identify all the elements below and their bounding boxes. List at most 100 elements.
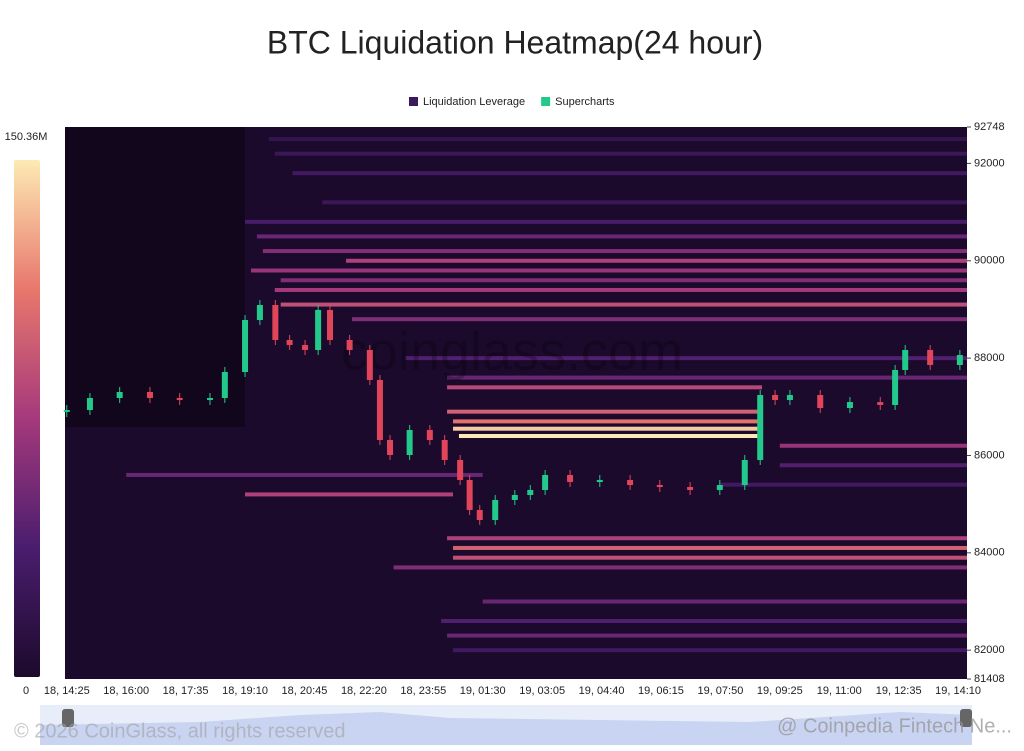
candle xyxy=(687,487,694,490)
candle xyxy=(956,355,963,365)
x-tick-label: 19, 07:50 xyxy=(697,685,743,697)
liquidation-band xyxy=(393,565,967,570)
x-tick-label: 18, 23:55 xyxy=(400,685,446,697)
x-tick-label: 19, 11:00 xyxy=(817,685,862,697)
candle xyxy=(567,474,574,483)
candle xyxy=(242,320,249,372)
candle xyxy=(757,395,764,461)
legend-label: Liquidation Leverage xyxy=(423,96,525,108)
x-tick-label: 19, 09:25 xyxy=(757,685,803,697)
candle xyxy=(376,379,383,440)
legend-swatch xyxy=(541,97,551,106)
liquidation-band xyxy=(256,234,967,239)
liquidation-band xyxy=(262,249,967,254)
liquidation-band xyxy=(274,287,967,292)
plot-shade xyxy=(65,127,245,427)
legend-swatch xyxy=(409,97,418,106)
candle xyxy=(86,397,93,411)
liquidation-band xyxy=(280,278,967,283)
liquidation-band xyxy=(453,426,762,431)
liquidation-band xyxy=(292,171,967,176)
candle xyxy=(511,495,518,500)
y-tick-label: 92748 xyxy=(974,121,1005,133)
colorbar-min-label: 0 xyxy=(23,685,29,697)
y-tick-label: 84000 xyxy=(974,547,1005,559)
liquidation-band xyxy=(453,545,967,550)
liquidation-band xyxy=(441,618,967,623)
x-tick-label: 18, 16:00 xyxy=(103,685,149,697)
liquidation-band xyxy=(779,463,967,468)
navigator-area xyxy=(40,712,972,745)
candle xyxy=(492,499,499,520)
candle xyxy=(927,349,934,365)
candle xyxy=(476,509,483,520)
candle xyxy=(846,402,853,409)
candle xyxy=(387,439,394,455)
liquidation-band xyxy=(482,599,967,604)
candle xyxy=(892,369,899,405)
legend-label: Supercharts xyxy=(555,96,615,108)
watermark: coinglass.com xyxy=(341,321,683,381)
x-tick-label: 19, 04:40 xyxy=(579,685,625,697)
candle xyxy=(772,395,779,400)
liquidation-band xyxy=(720,482,967,487)
candle xyxy=(817,395,824,409)
y-tick-label: 82000 xyxy=(974,644,1005,656)
footer: © 2026 CoinGlass, all rights reserved xyxy=(14,720,346,742)
candle xyxy=(302,344,309,350)
liquidation-band xyxy=(447,375,967,380)
y-tick-label: 90000 xyxy=(974,255,1005,267)
candle xyxy=(146,391,153,398)
x-tick-label: 18, 19:10 xyxy=(222,685,268,697)
candle xyxy=(741,460,748,486)
y-tick-label: 81408 xyxy=(974,673,1005,685)
candle xyxy=(366,349,373,380)
x-tick-label: 18, 22:20 xyxy=(341,685,387,697)
x-tick-label: 19, 12:35 xyxy=(876,685,922,697)
candle xyxy=(527,489,534,495)
candle xyxy=(116,391,123,398)
liquidation-band xyxy=(453,648,967,653)
liquidation-band xyxy=(779,443,967,448)
colorbar xyxy=(14,160,40,677)
candle xyxy=(327,309,334,341)
liquidation-band xyxy=(405,356,967,361)
candle xyxy=(176,397,183,400)
candle xyxy=(406,430,413,455)
liquidation-band xyxy=(280,302,967,307)
y-tick-label: 92000 xyxy=(974,157,1005,169)
liquidation-band xyxy=(126,472,483,477)
liquidation-band xyxy=(453,555,967,560)
candle xyxy=(627,480,634,486)
candle xyxy=(346,340,353,350)
candle xyxy=(315,309,322,350)
candle xyxy=(457,460,464,481)
candle xyxy=(716,485,723,490)
liquidation-band xyxy=(352,317,967,322)
candle xyxy=(256,305,263,321)
y-tick-label: 86000 xyxy=(974,449,1005,461)
candle xyxy=(221,371,228,398)
candle xyxy=(441,439,448,461)
candle xyxy=(63,410,70,413)
candle xyxy=(786,395,793,400)
candle xyxy=(656,485,663,488)
liquidation-band xyxy=(274,151,967,156)
x-tick-label: 19, 06:15 xyxy=(638,685,684,697)
liquidation-band xyxy=(458,434,762,439)
candle xyxy=(206,397,213,400)
liquidation-band xyxy=(245,492,454,497)
navigator-handle[interactable] xyxy=(62,709,74,727)
x-tick-label: 18, 14:25 xyxy=(44,685,90,697)
navigator-handle[interactable] xyxy=(960,709,972,727)
liquidation-band xyxy=(250,268,968,273)
x-tick-label: 19, 03:05 xyxy=(519,685,565,697)
candle xyxy=(596,480,603,483)
credit: @ Coinpedia Fintech Ne... xyxy=(777,715,1012,737)
liquidation-band xyxy=(346,258,967,263)
liquidation-band xyxy=(268,137,967,142)
liquidation-band xyxy=(245,219,968,224)
candle xyxy=(286,340,293,345)
liquidation-band xyxy=(447,536,967,541)
